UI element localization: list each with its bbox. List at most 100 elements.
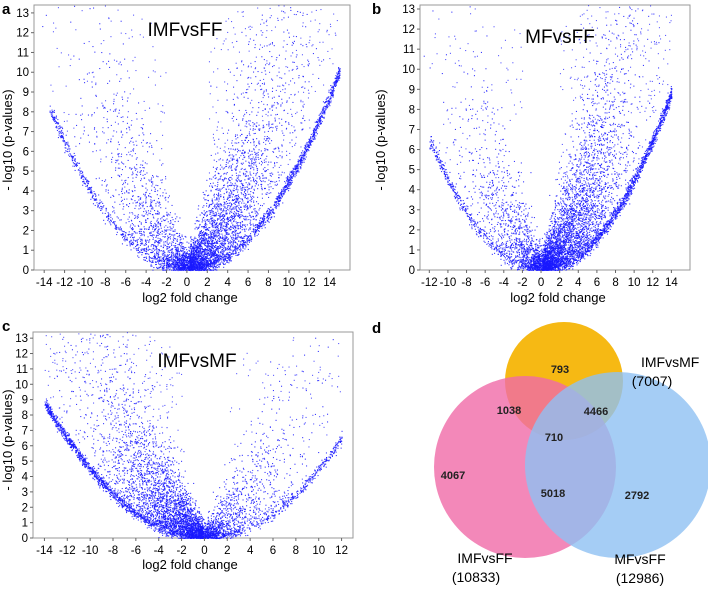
data-point (126, 222, 127, 223)
data-point (297, 11, 298, 12)
data-point (146, 202, 147, 203)
data-point (164, 189, 165, 190)
data-point (253, 225, 254, 226)
data-point (237, 189, 238, 190)
data-point (250, 175, 251, 176)
data-point (146, 248, 147, 249)
data-point (138, 208, 139, 209)
data-point (275, 126, 276, 127)
data-point (300, 12, 301, 13)
data-point (149, 181, 150, 182)
data-point (229, 200, 230, 201)
data-point (248, 175, 249, 176)
data-point (145, 174, 146, 175)
data-point (268, 123, 269, 124)
data-point (239, 208, 240, 209)
data-point (253, 197, 254, 198)
data-point (229, 177, 230, 178)
data-point (135, 153, 136, 154)
data-point (197, 228, 198, 229)
data-point (219, 159, 220, 160)
data-point (211, 209, 212, 210)
data-point (243, 155, 244, 156)
data-point (173, 257, 174, 258)
data-point (220, 263, 221, 264)
data-point (219, 235, 220, 236)
data-point (231, 204, 232, 205)
data-point (203, 251, 204, 252)
data-point (220, 227, 221, 228)
data-point (125, 180, 126, 181)
data-point (134, 190, 135, 191)
data-point (247, 244, 248, 245)
data-point (223, 168, 224, 169)
data-point (212, 199, 213, 200)
data-point (266, 90, 267, 91)
data-point (143, 124, 144, 125)
data-point (262, 120, 263, 121)
data-point (239, 171, 240, 172)
data-point (238, 233, 239, 234)
data-point (283, 135, 284, 136)
data-point (252, 177, 253, 178)
data-point (252, 167, 253, 168)
data-point (179, 233, 180, 234)
data-point (235, 233, 236, 234)
data-point (75, 165, 76, 166)
data-point (215, 189, 216, 190)
data-point (249, 151, 250, 152)
data-point (100, 210, 101, 211)
data-point (162, 231, 163, 232)
data-point (270, 127, 271, 128)
data-point (217, 188, 218, 189)
data-point (135, 246, 136, 247)
data-point (240, 186, 241, 187)
data-point (267, 164, 268, 165)
data-point (224, 219, 225, 220)
data-point (230, 182, 231, 183)
data-point (214, 140, 215, 141)
data-point (262, 110, 263, 111)
data-point (107, 119, 108, 120)
data-point (217, 167, 218, 168)
data-point (57, 122, 58, 123)
data-point (230, 197, 231, 198)
data-point (246, 198, 247, 199)
data-point (267, 169, 268, 170)
data-point (254, 160, 255, 161)
data-point (133, 15, 134, 16)
data-point (222, 160, 223, 161)
data-point (222, 228, 223, 229)
data-point (202, 255, 203, 256)
data-point (74, 159, 75, 160)
data-point (178, 251, 179, 252)
data-point (210, 232, 211, 233)
data-point (173, 219, 174, 220)
data-point (261, 164, 262, 165)
data-point (170, 236, 171, 237)
data-point (46, 15, 47, 16)
data-point (169, 247, 170, 248)
data-point (211, 247, 212, 248)
data-point (251, 241, 252, 242)
data-point (229, 192, 230, 193)
panel-letter-a: a (2, 1, 11, 18)
data-point (115, 111, 116, 112)
data-point (227, 217, 228, 218)
data-point (249, 163, 250, 164)
data-point (226, 224, 227, 225)
data-point (158, 260, 159, 261)
data-point (257, 182, 258, 183)
data-point (160, 180, 161, 181)
data-point (239, 225, 240, 226)
data-point (203, 236, 204, 237)
data-point (214, 144, 215, 145)
data-point (175, 245, 176, 246)
data-point (228, 69, 229, 70)
data-point (277, 126, 278, 127)
data-point (72, 157, 73, 158)
data-point (246, 229, 247, 230)
data-point (242, 118, 243, 119)
data-point (223, 196, 224, 197)
